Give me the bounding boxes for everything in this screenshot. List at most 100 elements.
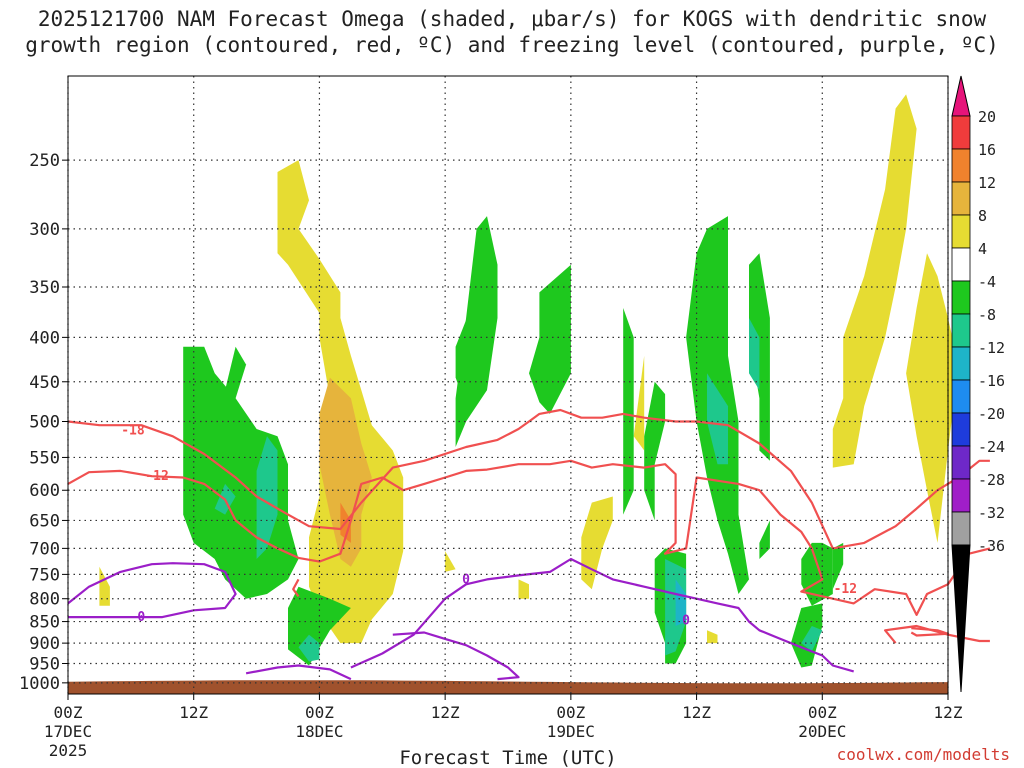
contour-layer: -18 -12 -12 0 0 0 xyxy=(67,408,991,681)
omega-region-cyan-35 xyxy=(675,579,687,626)
colorbar-label-8: -16 xyxy=(978,372,1005,390)
omega-region-teal-29 xyxy=(256,436,278,559)
colorbar-swatch-7 xyxy=(951,346,971,381)
omega-region-teal-34 xyxy=(801,626,823,652)
contour-label-dendritic-minus12: -12 xyxy=(145,469,168,484)
omega-region-yellow-3 xyxy=(99,556,110,606)
colorbar-label-4: 4 xyxy=(978,240,987,258)
x-tick-label-24: 00Z xyxy=(305,703,334,722)
y-tick-label-350: 350 xyxy=(29,278,60,298)
colorbar-swatch-5 xyxy=(951,280,971,315)
omega-region-green-24 xyxy=(832,542,844,599)
colorbar-bottom-arrow xyxy=(951,544,971,693)
colorbar-legend: 20 16 12 8 4 -4 -8 -12 -16 -20 -24 -28 -32 -36 xyxy=(951,75,1005,693)
colorbar-label-1: 16 xyxy=(978,141,996,159)
colorbar-label-13: -36 xyxy=(978,537,1005,555)
omega-region-teal-32 xyxy=(707,373,728,465)
colorbar-label-11: -28 xyxy=(978,471,1005,489)
colorbar-swatch-11 xyxy=(951,478,971,513)
source-credit: coolwx.com/modelts xyxy=(836,745,1010,764)
colorbar-swatch-6 xyxy=(951,313,971,348)
y-tick-label-750: 750 xyxy=(29,565,60,585)
colorbar-swatch-9 xyxy=(951,412,971,447)
colorbar-label-2: 12 xyxy=(978,174,996,192)
colorbar-swatch-8 xyxy=(951,379,971,414)
y-tick-label-900: 900 xyxy=(29,634,60,654)
omega-region-yellow-6 xyxy=(518,579,529,599)
x-tick-label-48: 00Z xyxy=(556,703,585,722)
x-tick-label-12: 12Z xyxy=(179,703,208,722)
y-tick-label-250: 250 xyxy=(29,151,60,171)
contour-dendritic-minus12-hook xyxy=(292,578,300,598)
y-tick-label-600: 600 xyxy=(29,481,60,501)
x-axis-label: Forecast Time (UTC) xyxy=(399,747,616,768)
contour-label-freezing-level-0-middle: 0 xyxy=(462,572,470,587)
omega-region-yellow-10 xyxy=(832,94,917,468)
contour-label-dendritic-minus12-right-lobe: -12 xyxy=(834,582,857,597)
x-date-label-24: 18DEC xyxy=(295,722,343,741)
x-tick-label-72: 00Z xyxy=(808,703,837,722)
omega-region-teal-33 xyxy=(749,318,760,391)
x-date-label-0: 17DEC xyxy=(44,722,92,741)
x-date-label-48: 19DEC xyxy=(547,722,595,741)
y-tick-label-950: 950 xyxy=(29,655,60,675)
x-tick-label-0: 00Z xyxy=(54,703,83,722)
omega-region-yellow-9 xyxy=(707,630,718,644)
contour-freezing-level-0-lower xyxy=(392,631,520,681)
y-tick-label-650: 650 xyxy=(29,511,60,531)
contour-freezing-level-0-middle xyxy=(350,557,854,673)
colorbar-swatch-12 xyxy=(951,511,971,546)
y-tick-label-300: 300 xyxy=(29,220,60,240)
contour-freezing-level-0-bottom xyxy=(245,664,352,681)
colorbar-swatch-2 xyxy=(951,181,971,216)
x-tick-label-60: 12Z xyxy=(682,703,711,722)
colorbar-label-12: -32 xyxy=(978,504,1005,522)
colorbar-top-arrow xyxy=(951,75,971,117)
x-tick-label-36: 12Z xyxy=(431,703,460,722)
colorbar-label-0: 20 xyxy=(978,108,996,126)
chart-title: 2025121700 NAM Forecast Omega (shaded, μ… xyxy=(0,6,1024,58)
y-tick-label-450: 450 xyxy=(29,373,60,393)
omega-region-teal-30 xyxy=(298,634,320,662)
ground-layer xyxy=(68,680,948,694)
x-date-label-72: 20DEC xyxy=(798,722,846,741)
colorbar-label-7: -12 xyxy=(978,339,1005,357)
ground-surface xyxy=(68,680,948,694)
colorbar-label-3: 8 xyxy=(978,207,987,225)
colorbar-swatch-1 xyxy=(951,148,971,183)
y-tick-label-400: 400 xyxy=(29,328,60,348)
contour-freezing-level-0 xyxy=(67,562,237,619)
colorbar-swatch-4 xyxy=(951,247,971,282)
y-tick-label-1000: 1000 xyxy=(19,674,60,694)
x-year-label: 2025 xyxy=(49,741,88,760)
omega-region-green-14 xyxy=(225,346,247,399)
omega-region-green-20 xyxy=(644,381,666,521)
omega-region-green-23 xyxy=(749,253,770,461)
omega-region-green-27 xyxy=(759,520,770,559)
omega-region-yellow-7 xyxy=(581,496,613,590)
omega-region-yellow-8 xyxy=(633,355,645,451)
contour-dendritic-minus12-closed xyxy=(910,627,950,637)
contour-dendritic-minus12 xyxy=(67,459,991,616)
colorbar-swatch-3 xyxy=(951,214,971,249)
colorbar-label-6: -8 xyxy=(978,306,996,324)
y-tick-label-550: 550 xyxy=(29,448,60,468)
y-tick-label-500: 500 xyxy=(29,412,60,432)
contour-label-dendritic-minus18: -18 xyxy=(121,423,145,438)
omega-region-green-19 xyxy=(623,308,634,515)
omega-region-green-13 xyxy=(183,346,299,599)
omega-region-orange-1 xyxy=(319,377,372,567)
omega-region-yellow-11 xyxy=(906,253,959,543)
colorbar-swatch-0 xyxy=(951,115,971,150)
colorbar-label-9: -20 xyxy=(978,405,1005,423)
x-tick-label-84: 12Z xyxy=(934,703,963,722)
y-tick-label-700: 700 xyxy=(29,539,60,559)
plot-frame xyxy=(67,75,949,695)
contour-label-freezing-level-0: 0 xyxy=(137,610,145,625)
omega-region-green-18 xyxy=(529,264,571,414)
contour-label-freezing-level-0-lower: 0 xyxy=(682,614,690,629)
y-tick-label-800: 800 xyxy=(29,590,60,610)
title-line-1: 2025121700 NAM Forecast Omega (shaded, μ… xyxy=(37,7,987,31)
